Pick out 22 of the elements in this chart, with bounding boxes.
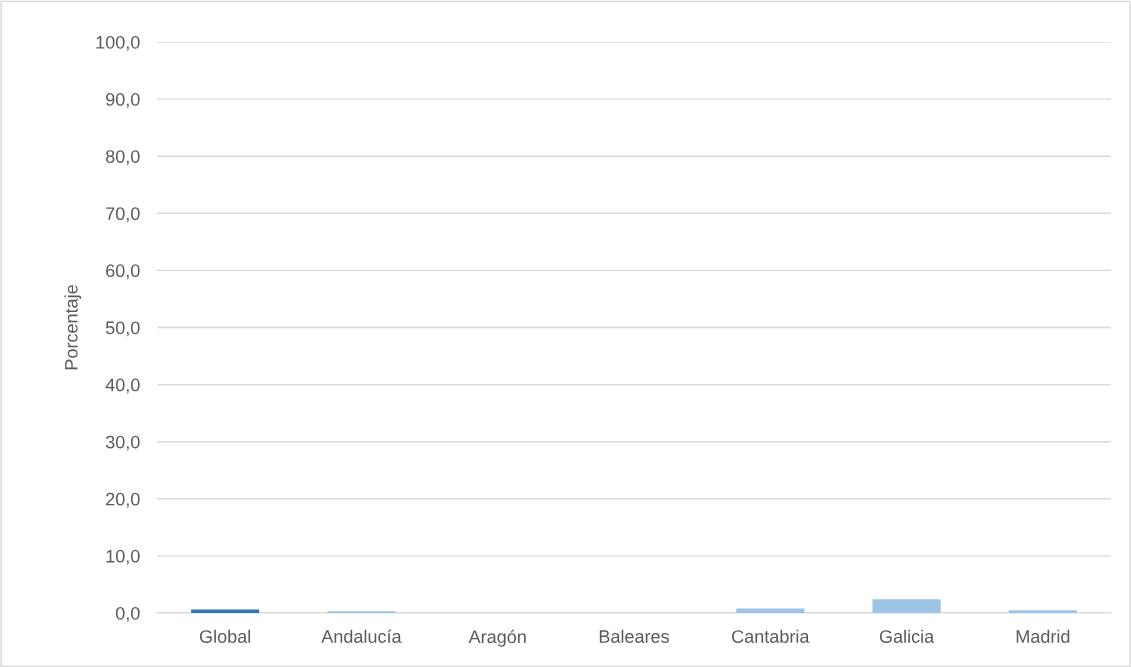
y-axis-title: Porcentaje xyxy=(64,285,82,370)
bar xyxy=(736,608,805,613)
y-tick-label: 50,0 xyxy=(105,321,140,337)
y-tick-label: 100,0 xyxy=(96,35,140,51)
y-tick-label: 70,0 xyxy=(106,207,140,223)
bar xyxy=(1008,610,1077,613)
y-tick-label: 40,0 xyxy=(105,378,140,394)
x-tick-label: Baleares xyxy=(599,629,669,643)
x-tick-label: Global xyxy=(199,629,251,643)
y-tick-label: 60,0 xyxy=(106,264,140,280)
y-tick-label: 10,0 xyxy=(106,549,140,565)
y-tick-label: 30,0 xyxy=(105,435,140,451)
y-tick-label: 90,0 xyxy=(106,93,140,108)
y-tick-label: 20,0 xyxy=(106,492,140,508)
x-tick-label: Galicia xyxy=(879,629,935,643)
x-tick-label: Madrid xyxy=(1016,629,1070,643)
y-tick-label: 0,0 xyxy=(115,606,140,622)
y-tick-label: 80,0 xyxy=(105,150,140,166)
x-tick-label: Andalucía xyxy=(321,629,402,643)
x-tick-label: Cantabria xyxy=(732,629,810,643)
bar xyxy=(872,599,941,613)
x-tick-label: Aragón xyxy=(468,629,526,647)
